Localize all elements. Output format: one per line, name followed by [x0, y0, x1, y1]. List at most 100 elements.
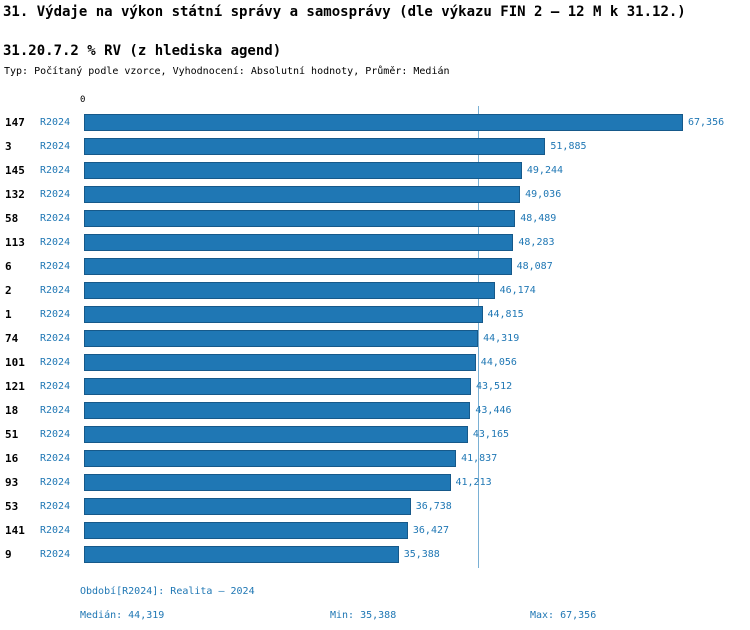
bar: [84, 185, 521, 203]
series-label: R2024: [40, 356, 71, 368]
chart-rows: 147 R2024 67,356 3 R2024 51,885 145 R2024 49,244…: [0, 110, 750, 566]
category-label: 2: [5, 283, 12, 297]
value-label: 44,056: [480, 356, 517, 368]
chart-row: 145 R2024 49,244: [0, 158, 750, 182]
chart-row: 2 R2024 46,174: [0, 278, 750, 302]
category-label: 101: [5, 355, 25, 369]
bar: [84, 329, 479, 347]
category-label: 58: [5, 211, 19, 225]
category-label: 51: [5, 427, 19, 441]
series-label: R2024: [40, 284, 71, 296]
category-label: 121: [5, 379, 25, 393]
category-label: 113: [5, 235, 25, 249]
chart-row: 1 R2024 44,815: [0, 302, 750, 326]
value-label: 48,283: [518, 236, 555, 248]
bar: [84, 545, 399, 563]
category-label: 74: [5, 331, 19, 345]
chart-row: 51 R2024 43,165: [0, 422, 750, 446]
bar: [84, 305, 483, 323]
series-label: R2024: [40, 524, 71, 536]
value-label: 51,885: [550, 140, 587, 152]
series-label: R2024: [40, 380, 71, 392]
page-title: 31. Výdaje na výkon státní správy a samo…: [3, 4, 686, 20]
bar: [84, 257, 512, 275]
series-label: R2024: [40, 188, 71, 200]
value-label: 43,512: [476, 380, 513, 392]
chart-row: 141 R2024 36,427: [0, 518, 750, 542]
bar: [84, 497, 411, 515]
footer-max: Max: 67,356: [530, 610, 597, 621]
chart-row: 6 R2024 48,087: [0, 254, 750, 278]
bar: [84, 473, 451, 491]
category-label: 16: [5, 451, 19, 465]
category-label: 147: [5, 115, 25, 129]
bar: [84, 161, 522, 179]
chart-title: 31.20.7.2 % RV (z hlediska agend): [3, 43, 282, 59]
series-label: R2024: [40, 116, 71, 128]
series-label: R2024: [40, 428, 71, 440]
chart-row: 93 R2024 41,213: [0, 470, 750, 494]
series-label: R2024: [40, 452, 71, 464]
category-label: 145: [5, 163, 25, 177]
chart-row: 53 R2024 36,738: [0, 494, 750, 518]
series-label: R2024: [40, 140, 71, 152]
bar: [84, 137, 546, 155]
category-label: 18: [5, 403, 19, 417]
meta-line: Typ: Počítaný podle vzorce, Vyhodnocení:…: [4, 66, 450, 77]
value-label: 35,388: [403, 548, 440, 560]
bar: [84, 521, 408, 539]
category-label: 3: [5, 139, 12, 153]
category-label: 141: [5, 523, 25, 537]
value-label: 36,427: [412, 524, 450, 536]
value-label: 67,356: [688, 116, 725, 128]
chart-row: 121 R2024 43,512: [0, 374, 750, 398]
category-label: 53: [5, 499, 19, 513]
category-label: 6: [5, 259, 12, 273]
chart-row: 18 R2024 43,446: [0, 398, 750, 422]
category-label: 93: [5, 475, 19, 489]
bar: [84, 281, 495, 299]
chart-row: 147 R2024 67,356: [0, 110, 750, 134]
chart-row: 74 R2024 44,319: [0, 326, 750, 350]
category-label: 132: [5, 187, 25, 201]
footer-min: Min: 35,388: [330, 610, 397, 621]
footer-median: Medián: 44,319: [80, 610, 165, 621]
bar: [84, 377, 471, 395]
series-label: R2024: [40, 548, 71, 560]
chart-row: 58 R2024 48,489: [0, 206, 750, 230]
series-label: R2024: [40, 500, 71, 512]
chart-row: 113 R2024 48,283: [0, 230, 750, 254]
value-label: 49,244: [526, 164, 564, 176]
series-label: R2024: [40, 212, 71, 224]
axis-zero-label: 0: [80, 95, 86, 105]
bar: [84, 449, 457, 467]
category-label: 9: [5, 547, 12, 561]
value-label: 48,489: [520, 212, 557, 224]
chart-row: 3 R2024 51,885: [0, 134, 750, 158]
category-label: 1: [5, 307, 12, 321]
series-label: R2024: [40, 236, 71, 248]
value-label: 46,174: [499, 284, 536, 296]
bar: [84, 401, 471, 419]
bar: [84, 425, 468, 443]
chart-row: 101 R2024 44,056: [0, 350, 750, 374]
bar: [84, 113, 683, 131]
footer-period: Období[R2024]: Realita – 2024: [80, 586, 255, 597]
series-label: R2024: [40, 476, 71, 488]
chart-row: 132 R2024 49,036: [0, 182, 750, 206]
value-label: 41,837: [461, 452, 498, 464]
series-label: R2024: [40, 308, 71, 320]
series-label: R2024: [40, 404, 71, 416]
value-label: 48,087: [516, 260, 553, 272]
value-label: 49,036: [525, 188, 562, 200]
value-label: 41,213: [455, 476, 492, 488]
bar: [84, 209, 516, 227]
value-label: 44,815: [487, 308, 524, 320]
value-label: 44,319: [483, 332, 520, 344]
series-label: R2024: [40, 260, 71, 272]
series-label: R2024: [40, 164, 71, 176]
series-label: R2024: [40, 332, 71, 344]
chart-row: 16 R2024 41,837: [0, 446, 750, 470]
median-line: [478, 106, 479, 568]
bar: [84, 233, 514, 251]
